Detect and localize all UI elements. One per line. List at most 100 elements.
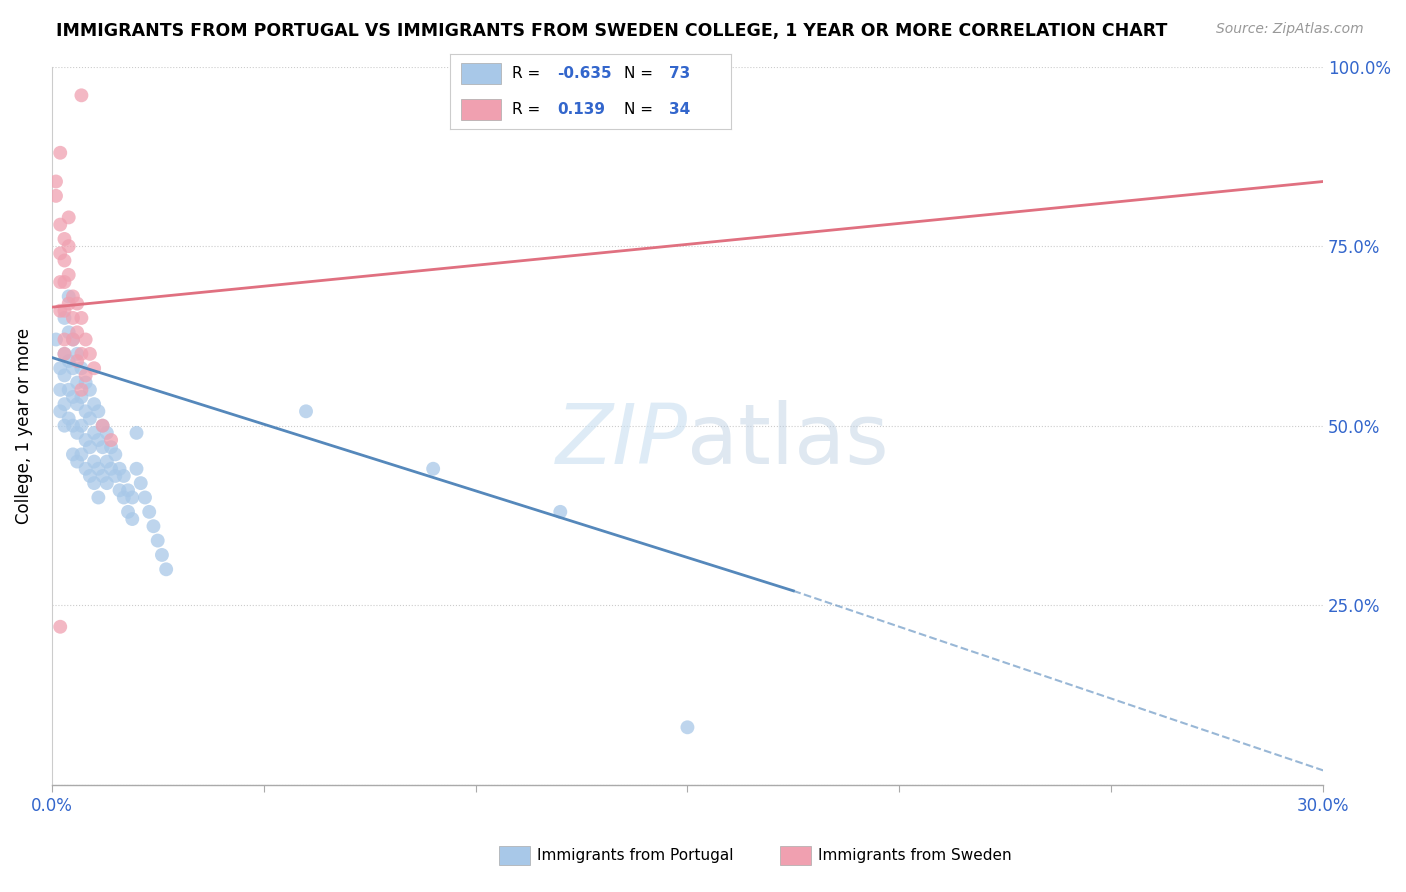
- Point: [70, 347, 93, 361]
- Point: [53, 275, 76, 289]
- Point: [104, 469, 127, 483]
- Bar: [461, 62, 501, 84]
- Text: R =: R =: [512, 66, 546, 81]
- Point: [66, 425, 89, 440]
- Y-axis label: College, 1 year or more: College, 1 year or more: [15, 327, 32, 524]
- Point: [83, 454, 105, 468]
- Point: [83, 397, 105, 411]
- Text: N =: N =: [624, 102, 658, 117]
- Point: [53, 347, 76, 361]
- Point: [70, 447, 93, 461]
- Point: [58, 326, 80, 340]
- Point: [79, 411, 101, 425]
- Text: 0.139: 0.139: [557, 102, 605, 117]
- Point: [58, 289, 80, 303]
- Point: [70, 390, 93, 404]
- Point: [58, 383, 80, 397]
- Text: atlas: atlas: [688, 400, 889, 481]
- Text: IMMIGRANTS FROM PORTUGAL VS IMMIGRANTS FROM SWEDEN COLLEGE, 1 YEAR OR MORE CORRE: IMMIGRANTS FROM PORTUGAL VS IMMIGRANTS F…: [56, 22, 1167, 40]
- Point: [66, 326, 89, 340]
- Point: [75, 368, 97, 383]
- Point: [49, 383, 72, 397]
- Point: [125, 425, 148, 440]
- Point: [70, 88, 93, 103]
- Point: [62, 390, 84, 404]
- Text: Source: ZipAtlas.com: Source: ZipAtlas.com: [1216, 22, 1364, 37]
- Point: [87, 491, 110, 505]
- Point: [83, 425, 105, 440]
- Point: [121, 491, 143, 505]
- Point: [58, 354, 80, 368]
- Point: [66, 397, 89, 411]
- Text: Immigrants from Portugal: Immigrants from Portugal: [537, 848, 734, 863]
- Text: R =: R =: [512, 102, 546, 117]
- Point: [79, 469, 101, 483]
- Point: [108, 483, 131, 498]
- Point: [112, 491, 135, 505]
- Point: [62, 418, 84, 433]
- Point: [49, 620, 72, 634]
- Point: [150, 548, 173, 562]
- Point: [62, 361, 84, 376]
- Point: [53, 418, 76, 433]
- Point: [75, 404, 97, 418]
- Point: [53, 310, 76, 325]
- Text: -0.635: -0.635: [557, 66, 612, 81]
- Point: [66, 347, 89, 361]
- Point: [146, 533, 169, 548]
- Point: [83, 361, 105, 376]
- Point: [87, 404, 110, 418]
- Point: [45, 189, 67, 203]
- Point: [66, 376, 89, 390]
- Point: [676, 720, 699, 734]
- Point: [117, 505, 139, 519]
- Point: [53, 347, 76, 361]
- Text: Immigrants from Sweden: Immigrants from Sweden: [818, 848, 1012, 863]
- Text: 73: 73: [669, 66, 690, 81]
- Point: [142, 519, 165, 533]
- Point: [87, 462, 110, 476]
- Point: [66, 354, 89, 368]
- Point: [96, 454, 118, 468]
- Point: [295, 404, 318, 418]
- Point: [125, 462, 148, 476]
- Point: [53, 253, 76, 268]
- Point: [49, 246, 72, 260]
- Point: [96, 476, 118, 491]
- Point: [70, 310, 93, 325]
- Point: [53, 368, 76, 383]
- Point: [79, 383, 101, 397]
- Text: N =: N =: [624, 66, 658, 81]
- Point: [422, 462, 444, 476]
- Point: [87, 433, 110, 447]
- Point: [91, 418, 114, 433]
- Point: [45, 333, 67, 347]
- Point: [112, 469, 135, 483]
- Point: [66, 454, 89, 468]
- Point: [58, 211, 80, 225]
- Bar: [461, 99, 501, 120]
- Point: [75, 462, 97, 476]
- Point: [49, 218, 72, 232]
- Point: [62, 289, 84, 303]
- Point: [49, 275, 72, 289]
- Point: [70, 418, 93, 433]
- Point: [79, 347, 101, 361]
- Point: [53, 333, 76, 347]
- Point: [100, 433, 122, 447]
- Point: [79, 440, 101, 454]
- Point: [104, 447, 127, 461]
- Point: [62, 333, 84, 347]
- Point: [70, 361, 93, 376]
- Point: [134, 491, 156, 505]
- Point: [121, 512, 143, 526]
- Point: [100, 462, 122, 476]
- Point: [62, 333, 84, 347]
- Point: [550, 505, 572, 519]
- Text: ZIP: ZIP: [555, 400, 688, 481]
- Point: [70, 383, 93, 397]
- Point: [66, 296, 89, 310]
- Point: [91, 469, 114, 483]
- Point: [58, 411, 80, 425]
- Point: [129, 476, 152, 491]
